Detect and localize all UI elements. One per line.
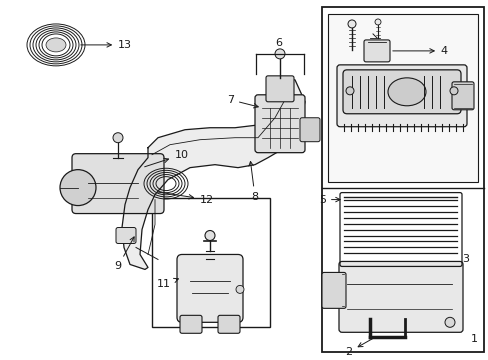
Text: 9: 9 xyxy=(114,237,134,271)
Text: 6: 6 xyxy=(275,38,282,48)
FancyBboxPatch shape xyxy=(116,228,136,243)
FancyBboxPatch shape xyxy=(338,261,462,332)
Circle shape xyxy=(60,170,96,206)
FancyBboxPatch shape xyxy=(265,76,293,102)
FancyBboxPatch shape xyxy=(177,255,243,322)
Text: 11: 11 xyxy=(157,278,178,289)
Text: 3: 3 xyxy=(461,255,468,265)
Bar xyxy=(327,14,477,181)
FancyBboxPatch shape xyxy=(218,315,240,333)
Circle shape xyxy=(444,317,454,327)
Polygon shape xyxy=(122,80,305,269)
Circle shape xyxy=(236,285,244,293)
Ellipse shape xyxy=(46,38,66,52)
FancyBboxPatch shape xyxy=(321,273,346,309)
Circle shape xyxy=(274,49,285,59)
Circle shape xyxy=(347,20,355,28)
Circle shape xyxy=(374,19,380,25)
FancyBboxPatch shape xyxy=(363,40,389,62)
Bar xyxy=(152,198,269,327)
Text: 2: 2 xyxy=(344,339,372,357)
Circle shape xyxy=(449,87,457,95)
FancyBboxPatch shape xyxy=(299,118,319,142)
Text: 5: 5 xyxy=(318,194,340,204)
FancyBboxPatch shape xyxy=(180,315,202,333)
Circle shape xyxy=(346,87,353,95)
Ellipse shape xyxy=(387,78,425,106)
FancyBboxPatch shape xyxy=(254,95,305,153)
Text: 13: 13 xyxy=(81,40,132,50)
Circle shape xyxy=(204,230,215,240)
FancyBboxPatch shape xyxy=(451,82,473,110)
Text: 1: 1 xyxy=(469,334,476,344)
Text: 8: 8 xyxy=(248,162,258,202)
Text: 10: 10 xyxy=(144,150,189,167)
Circle shape xyxy=(113,133,123,143)
Text: 7: 7 xyxy=(226,95,258,108)
FancyBboxPatch shape xyxy=(342,70,460,114)
FancyBboxPatch shape xyxy=(336,65,466,127)
Text: 4: 4 xyxy=(392,46,447,56)
FancyBboxPatch shape xyxy=(72,154,163,213)
Text: 12: 12 xyxy=(158,192,214,204)
Bar xyxy=(321,7,483,352)
